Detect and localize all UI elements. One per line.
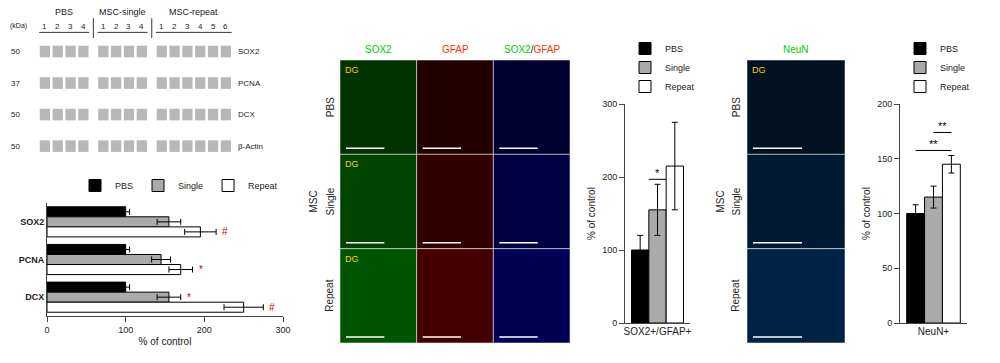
svg-text:#: # <box>269 302 275 313</box>
svg-text:Single: Single <box>325 187 336 215</box>
svg-text:150: 150 <box>877 154 892 164</box>
svg-text:2: 2 <box>55 22 60 31</box>
svg-text:SOX2: SOX2 <box>238 47 260 56</box>
svg-text:0: 0 <box>887 318 892 328</box>
svg-text:100: 100 <box>118 325 133 335</box>
svg-text:1: 1 <box>159 22 164 31</box>
svg-text:100: 100 <box>602 245 617 255</box>
svg-text:% of control: % of control <box>861 187 872 240</box>
svg-text:SOX2: SOX2 <box>20 217 44 227</box>
svg-text:50: 50 <box>882 263 892 273</box>
svg-text:1: 1 <box>42 22 47 31</box>
svg-text:Single: Single <box>731 187 742 215</box>
svg-text:PBS: PBS <box>325 97 336 117</box>
svg-text:PBS: PBS <box>731 97 742 117</box>
svg-text:Repeat: Repeat <box>730 279 741 311</box>
svg-text:DG: DG <box>345 65 359 75</box>
svg-text:Single: Single <box>940 63 965 73</box>
svg-text:MSC-repeat: MSC-repeat <box>169 7 218 17</box>
svg-text:2: 2 <box>114 22 119 31</box>
svg-text:300: 300 <box>602 99 617 109</box>
svg-text:1: 1 <box>101 22 106 31</box>
svg-text:4: 4 <box>139 22 144 31</box>
svg-text:DG: DG <box>345 254 359 264</box>
svg-text:*: * <box>187 292 191 303</box>
svg-text:3: 3 <box>68 22 73 31</box>
svg-text:Repeat: Repeat <box>324 279 335 311</box>
svg-text:DG: DG <box>752 65 766 75</box>
svg-text:PCNA: PCNA <box>238 79 261 88</box>
svg-text:2: 2 <box>172 22 177 31</box>
svg-text:**: ** <box>938 120 947 132</box>
svg-text:0: 0 <box>44 325 49 335</box>
svg-text:SOX2+/GFAP+: SOX2+/GFAP+ <box>624 326 692 337</box>
svg-text:PBS: PBS <box>55 7 73 17</box>
svg-text:MSC-single: MSC-single <box>99 7 146 17</box>
svg-text:PBS: PBS <box>115 181 133 191</box>
svg-text:50: 50 <box>11 142 20 151</box>
svg-text:Repeat: Repeat <box>665 82 695 92</box>
svg-text:50: 50 <box>11 47 20 56</box>
svg-text:PCNA: PCNA <box>19 255 45 265</box>
svg-text:50: 50 <box>11 110 20 119</box>
svg-text:MSC: MSC <box>715 190 726 212</box>
svg-text:Single: Single <box>665 63 690 73</box>
svg-text:6: 6 <box>223 22 228 31</box>
svg-text:DCX: DCX <box>25 292 44 302</box>
svg-text:Repeat: Repeat <box>248 181 278 191</box>
svg-text:0: 0 <box>612 318 617 328</box>
svg-text:3: 3 <box>126 22 131 31</box>
svg-text:β-Actin: β-Actin <box>238 142 263 151</box>
svg-text:*: * <box>655 167 660 179</box>
svg-text:Repeat: Repeat <box>940 82 970 92</box>
svg-text:5: 5 <box>211 22 216 31</box>
svg-text:**: ** <box>929 138 938 150</box>
svg-text:200: 200 <box>877 99 892 109</box>
svg-text:(kDa): (kDa) <box>10 22 27 30</box>
svg-text:% of control: % of control <box>586 187 597 240</box>
svg-text:PBS: PBS <box>665 44 683 54</box>
svg-text:37: 37 <box>11 79 20 88</box>
svg-text:4: 4 <box>81 22 86 31</box>
svg-text:Single: Single <box>178 181 203 191</box>
svg-text:200: 200 <box>197 325 212 335</box>
svg-text:#: # <box>222 226 228 237</box>
svg-text:% of control: % of control <box>139 336 192 347</box>
svg-text:MSC: MSC <box>308 190 319 212</box>
svg-text:3: 3 <box>185 22 190 31</box>
svg-text:NeuN+: NeuN+ <box>918 326 950 337</box>
svg-text:4: 4 <box>198 22 203 31</box>
svg-text:300: 300 <box>275 325 290 335</box>
svg-text:NeuN: NeuN <box>783 44 809 55</box>
svg-text:PBS: PBS <box>940 44 958 54</box>
svg-text:DCX: DCX <box>238 110 256 119</box>
svg-text:100: 100 <box>877 209 892 219</box>
svg-text:*: * <box>199 264 203 275</box>
svg-text:SOX2: SOX2 <box>365 44 392 55</box>
svg-text:SOX2/GFAP: SOX2/GFAP <box>504 44 560 55</box>
svg-text:GFAP: GFAP <box>442 44 469 55</box>
svg-text:200: 200 <box>602 172 617 182</box>
svg-text:DG: DG <box>345 159 359 169</box>
